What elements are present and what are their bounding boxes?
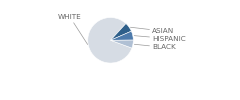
Wedge shape bbox=[111, 24, 131, 40]
Wedge shape bbox=[111, 31, 133, 40]
Text: HISPANIC: HISPANIC bbox=[134, 36, 186, 42]
Wedge shape bbox=[88, 18, 132, 63]
Text: WHITE: WHITE bbox=[58, 14, 88, 44]
Text: BLACK: BLACK bbox=[134, 44, 176, 50]
Text: ASIAN: ASIAN bbox=[130, 27, 174, 34]
Wedge shape bbox=[111, 40, 133, 48]
